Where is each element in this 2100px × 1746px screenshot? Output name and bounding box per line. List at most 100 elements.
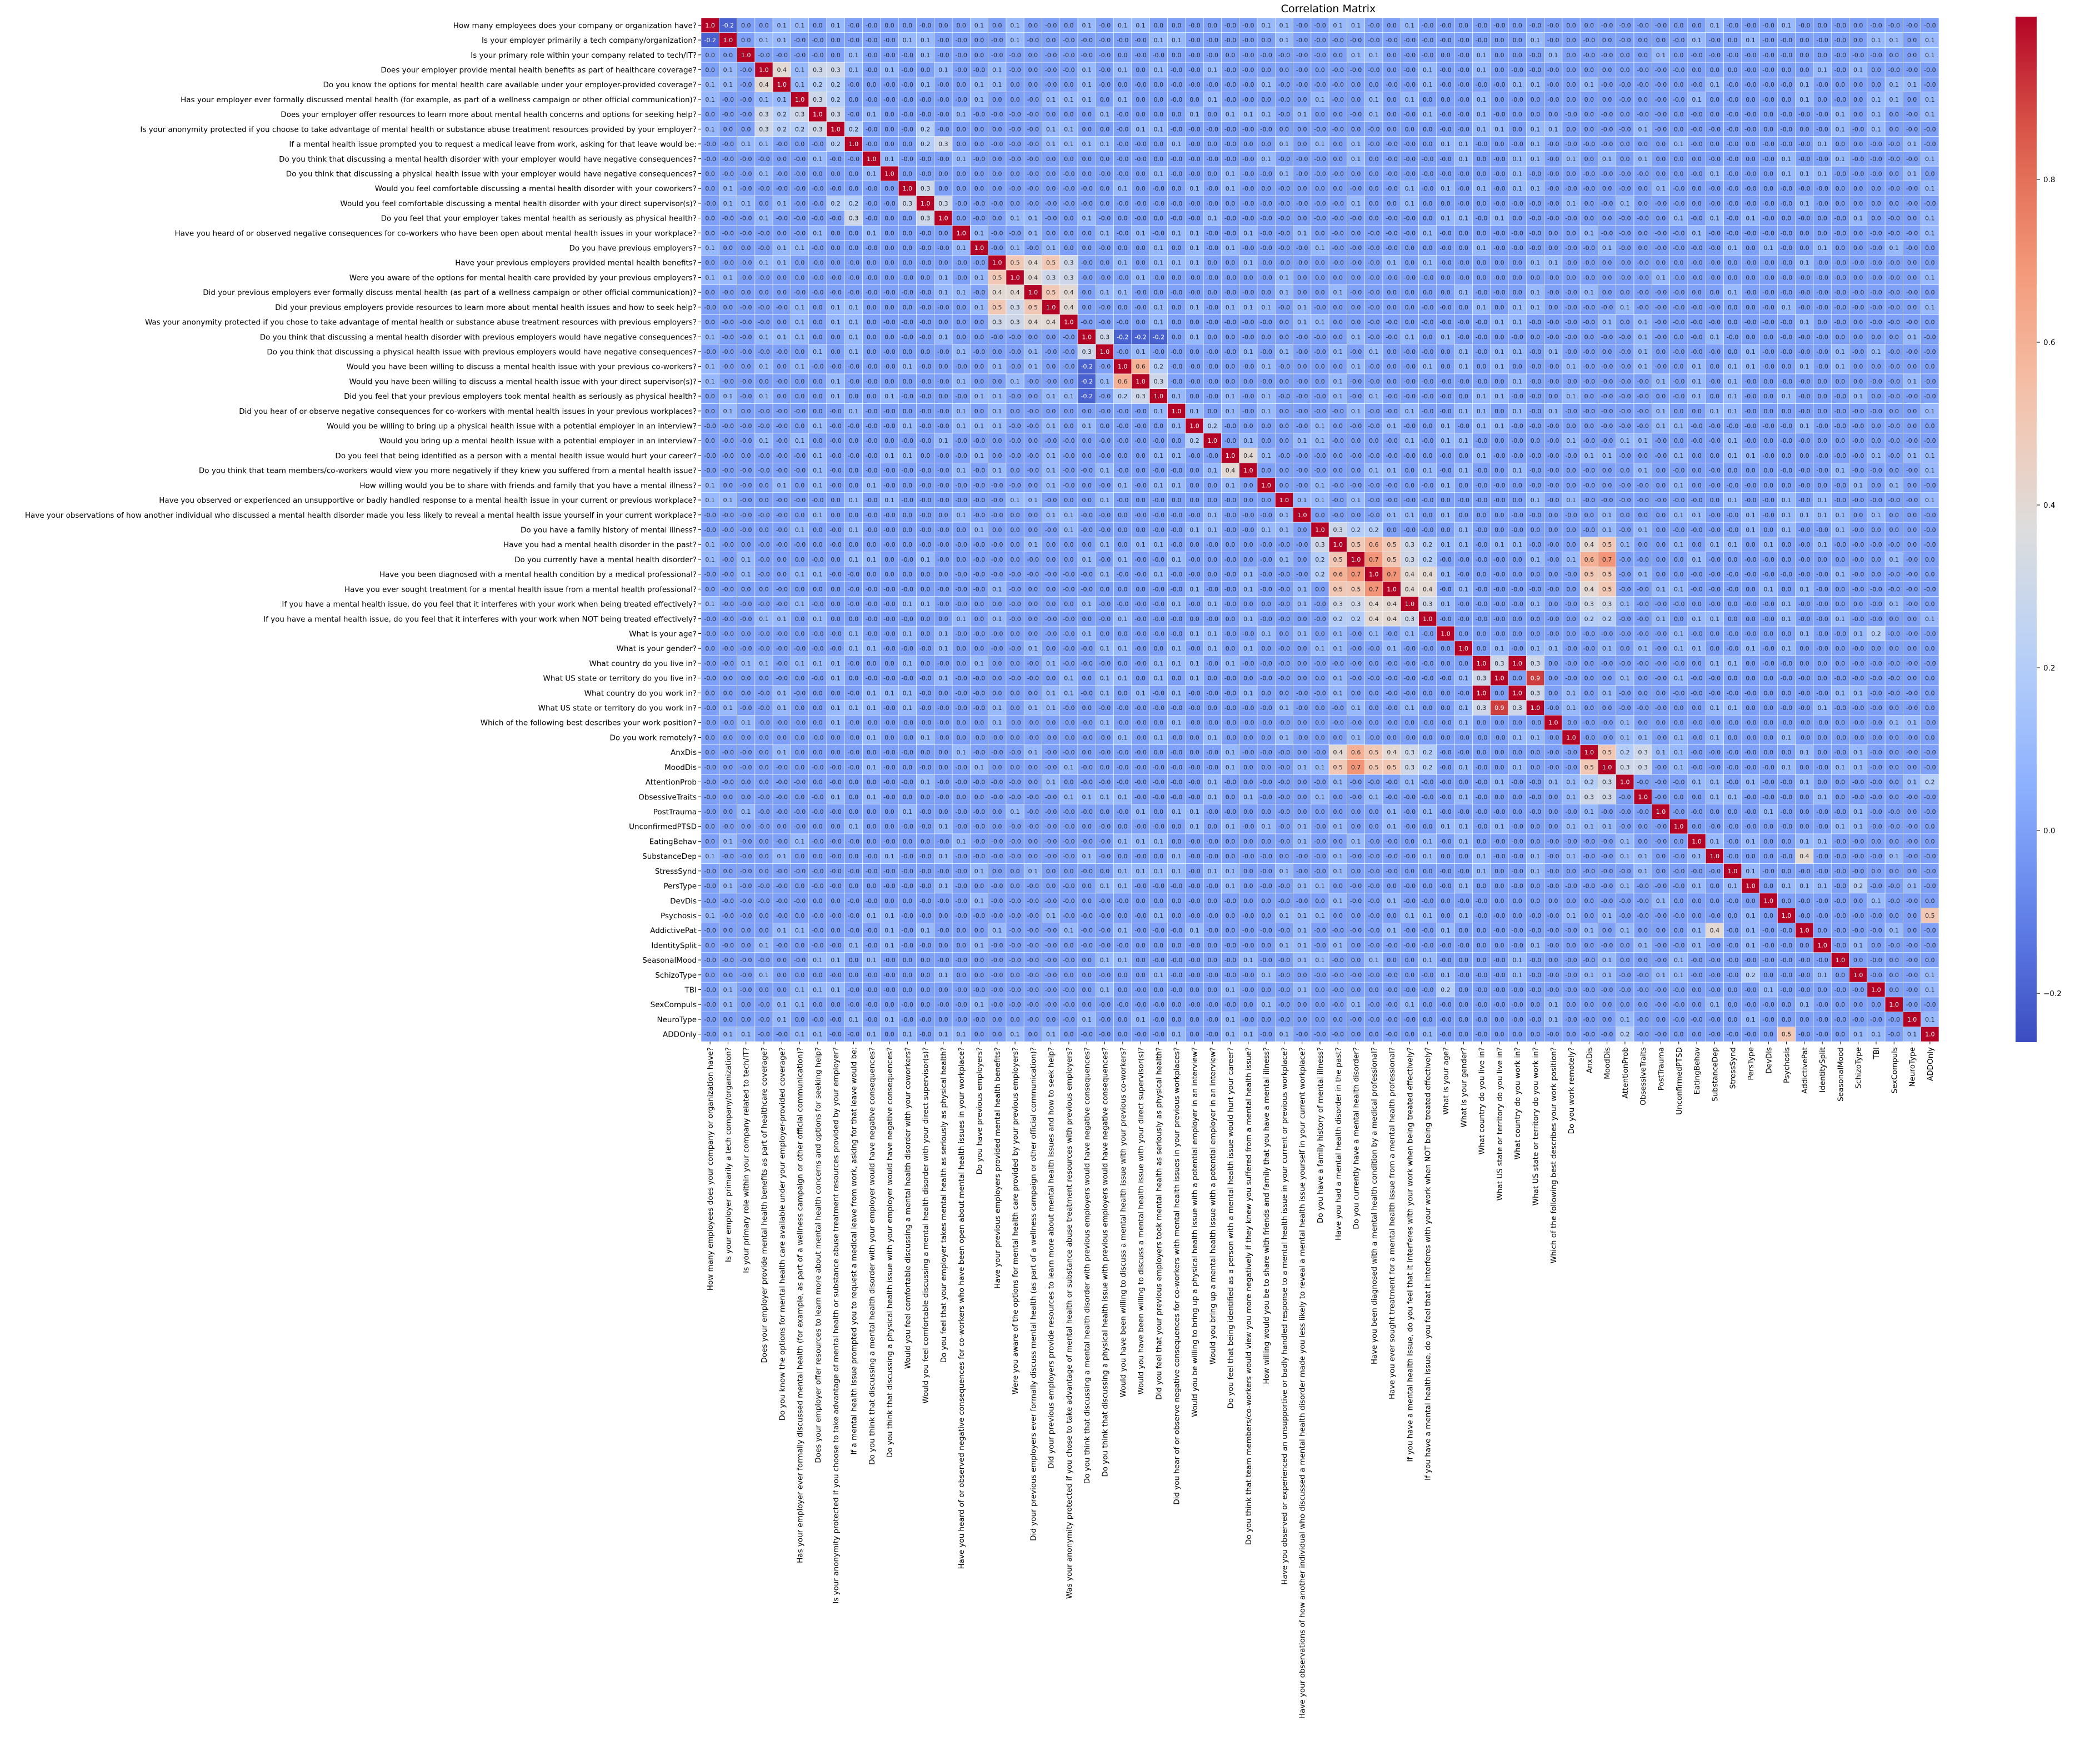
cell-value-label: 0.0 <box>1046 185 1056 192</box>
cell-value-label: 0.0 <box>956 81 966 88</box>
cell-value-label: 0.1 <box>1692 363 1702 371</box>
cell-value-label: 0.0 <box>831 244 841 252</box>
cell-value-label: -0.0 <box>1063 170 1074 177</box>
cell-value-label: -0.0 <box>1458 274 1469 281</box>
cell-value-label: 0.0 <box>1261 437 1271 444</box>
cell-value-label: 0.1 <box>1261 527 1271 534</box>
cell-value-label: 0.0 <box>1620 467 1630 474</box>
cell-value-label: -0.0 <box>866 527 877 534</box>
cell-value-label: -0.0 <box>1063 37 1074 44</box>
cell-value-label: 0.1 <box>1154 170 1164 177</box>
cell-value-label: -0.0 <box>1906 244 1918 252</box>
cell-value-label: 0.1 <box>1836 156 1846 163</box>
cell-value-label: -0.0 <box>1476 319 1487 326</box>
cell-value-label: 0.0 <box>1243 497 1253 504</box>
cell-value-label: -0.0 <box>1386 333 1397 341</box>
cell-value-label: 0.0 <box>1387 348 1397 356</box>
cell-value-label: 0.0 <box>1333 304 1343 311</box>
heatmap-cell <box>772 62 791 78</box>
cell-value-label: -0.0 <box>973 512 985 519</box>
cell-value-label: -0.0 <box>704 423 716 430</box>
cell-value-label: 0.0 <box>1602 482 1612 489</box>
cell-value-label: 0.1 <box>1531 259 1541 267</box>
cell-value-label: 0.0 <box>1799 66 1809 73</box>
cell-value-label: -0.0 <box>1691 497 1702 504</box>
cell-value-label: -0.0 <box>1386 319 1397 326</box>
cell-value-label: 0.1 <box>1261 452 1271 459</box>
cell-value-label: -0.0 <box>1404 452 1416 459</box>
cell-value-label: 0.0 <box>1620 289 1630 296</box>
cell-value-label: 0.0 <box>1602 66 1612 73</box>
cell-value-label: 0.0 <box>1297 527 1307 534</box>
cell-value-label: 0.1 <box>992 467 1002 474</box>
cell-value-label: 0.1 <box>1566 497 1576 504</box>
cell-value-label: -0.0 <box>1099 81 1111 88</box>
cell-value-label: 0.0 <box>1871 437 1881 444</box>
cell-value-label: 0.1 <box>1494 541 1504 548</box>
cell-value-label: 0.0 <box>1584 126 1594 133</box>
cell-value-label: 0.1 <box>813 348 823 356</box>
cell-value-label: 0.6 <box>1136 363 1146 371</box>
cell-value-label: 0.1 <box>921 81 931 88</box>
cell-value-label: 0.0 <box>741 244 751 252</box>
cell-value-label: -0.0 <box>1063 437 1074 444</box>
cell-value-label: -0.0 <box>1134 200 1146 207</box>
cell-value-label: 1.0 <box>741 52 751 59</box>
cell-value-label: -0.0 <box>776 452 788 459</box>
cell-value-label: 0.1 <box>1172 452 1182 459</box>
cell-value-label: -0.0 <box>1009 229 1021 237</box>
cell-value-label: 0.0 <box>1010 527 1020 534</box>
cell-value-label: 0.0 <box>884 126 894 133</box>
cell-value-label: -0.0 <box>937 126 949 133</box>
cell-value-label: -0.0 <box>1655 319 1667 326</box>
cell-value-label: -0.0 <box>1134 437 1146 444</box>
cell-value-label: -0.0 <box>1691 126 1702 133</box>
cell-value-label: 0.1 <box>795 244 805 252</box>
cell-value-label: -0.0 <box>1188 52 1200 59</box>
cell-value-label: -0.0 <box>1134 423 1146 430</box>
cell-value-label: 0.0 <box>795 482 805 489</box>
cell-value-label: 0.0 <box>992 378 1002 385</box>
cell-value-label: -0.0 <box>1224 229 1236 237</box>
cell-value-label: -0.0 <box>1709 512 1721 519</box>
cell-value-label: -0.0 <box>1816 333 1828 341</box>
cell-value-label: 0.1 <box>1548 259 1558 267</box>
cell-value-label: -0.0 <box>1655 229 1667 237</box>
cell-value-label: -0.0 <box>1852 423 1864 430</box>
cell-value-label: -0.0 <box>1188 512 1200 519</box>
cell-value-label: 0.3 <box>813 126 823 133</box>
cell-value-label: 0.1 <box>705 556 715 563</box>
cell-value-label: -0.0 <box>1619 274 1631 281</box>
heatmap-cell <box>1705 47 1724 63</box>
cell-value-label: 0.0 <box>1243 541 1253 548</box>
cell-value-label: 0.1 <box>1925 408 1935 415</box>
heatmap-cell <box>1921 32 1939 48</box>
cell-value-label: 0.1 <box>1512 541 1522 548</box>
cell-value-label: -0.0 <box>1816 111 1828 118</box>
cell-value-label: -0.0 <box>1834 96 1846 103</box>
cell-value-label: 0.0 <box>1369 81 1379 88</box>
cell-value-label: 0.0 <box>1279 319 1289 326</box>
cell-value-label: -0.0 <box>1744 22 1756 29</box>
cell-value-label: 0.0 <box>1226 363 1236 371</box>
heatmap-cell <box>1096 77 1114 92</box>
cell-value-label: 0.0 <box>1477 200 1487 207</box>
cell-value-label: 0.0 <box>1494 512 1504 519</box>
cell-value-label: -0.0 <box>1009 156 1021 163</box>
cell-value-label: 0.0 <box>1261 333 1271 341</box>
cell-value-label: -0.0 <box>1637 215 1648 222</box>
cell-value-label: -0.0 <box>1906 393 1918 400</box>
cell-value-label: -0.0 <box>1816 452 1828 459</box>
cell-value-label: -0.0 <box>1476 497 1487 504</box>
cell-value-label: -0.0 <box>722 527 734 534</box>
cell-value-label: -0.0 <box>1583 497 1595 504</box>
cell-value-label: -0.0 <box>1709 482 1721 489</box>
cell-value-label: -0.0 <box>1924 22 1936 29</box>
cell-value-label: -0.0 <box>1763 229 1774 237</box>
cell-value-label: -0.0 <box>1852 156 1864 163</box>
cell-value-label: 0.0 <box>1710 66 1720 73</box>
cell-value-label: 0.1 <box>1064 126 1074 133</box>
cell-value-label: 0.0 <box>867 393 877 400</box>
cell-value-label: 0.0 <box>1046 156 1056 163</box>
heatmap-cell <box>1472 62 1491 78</box>
